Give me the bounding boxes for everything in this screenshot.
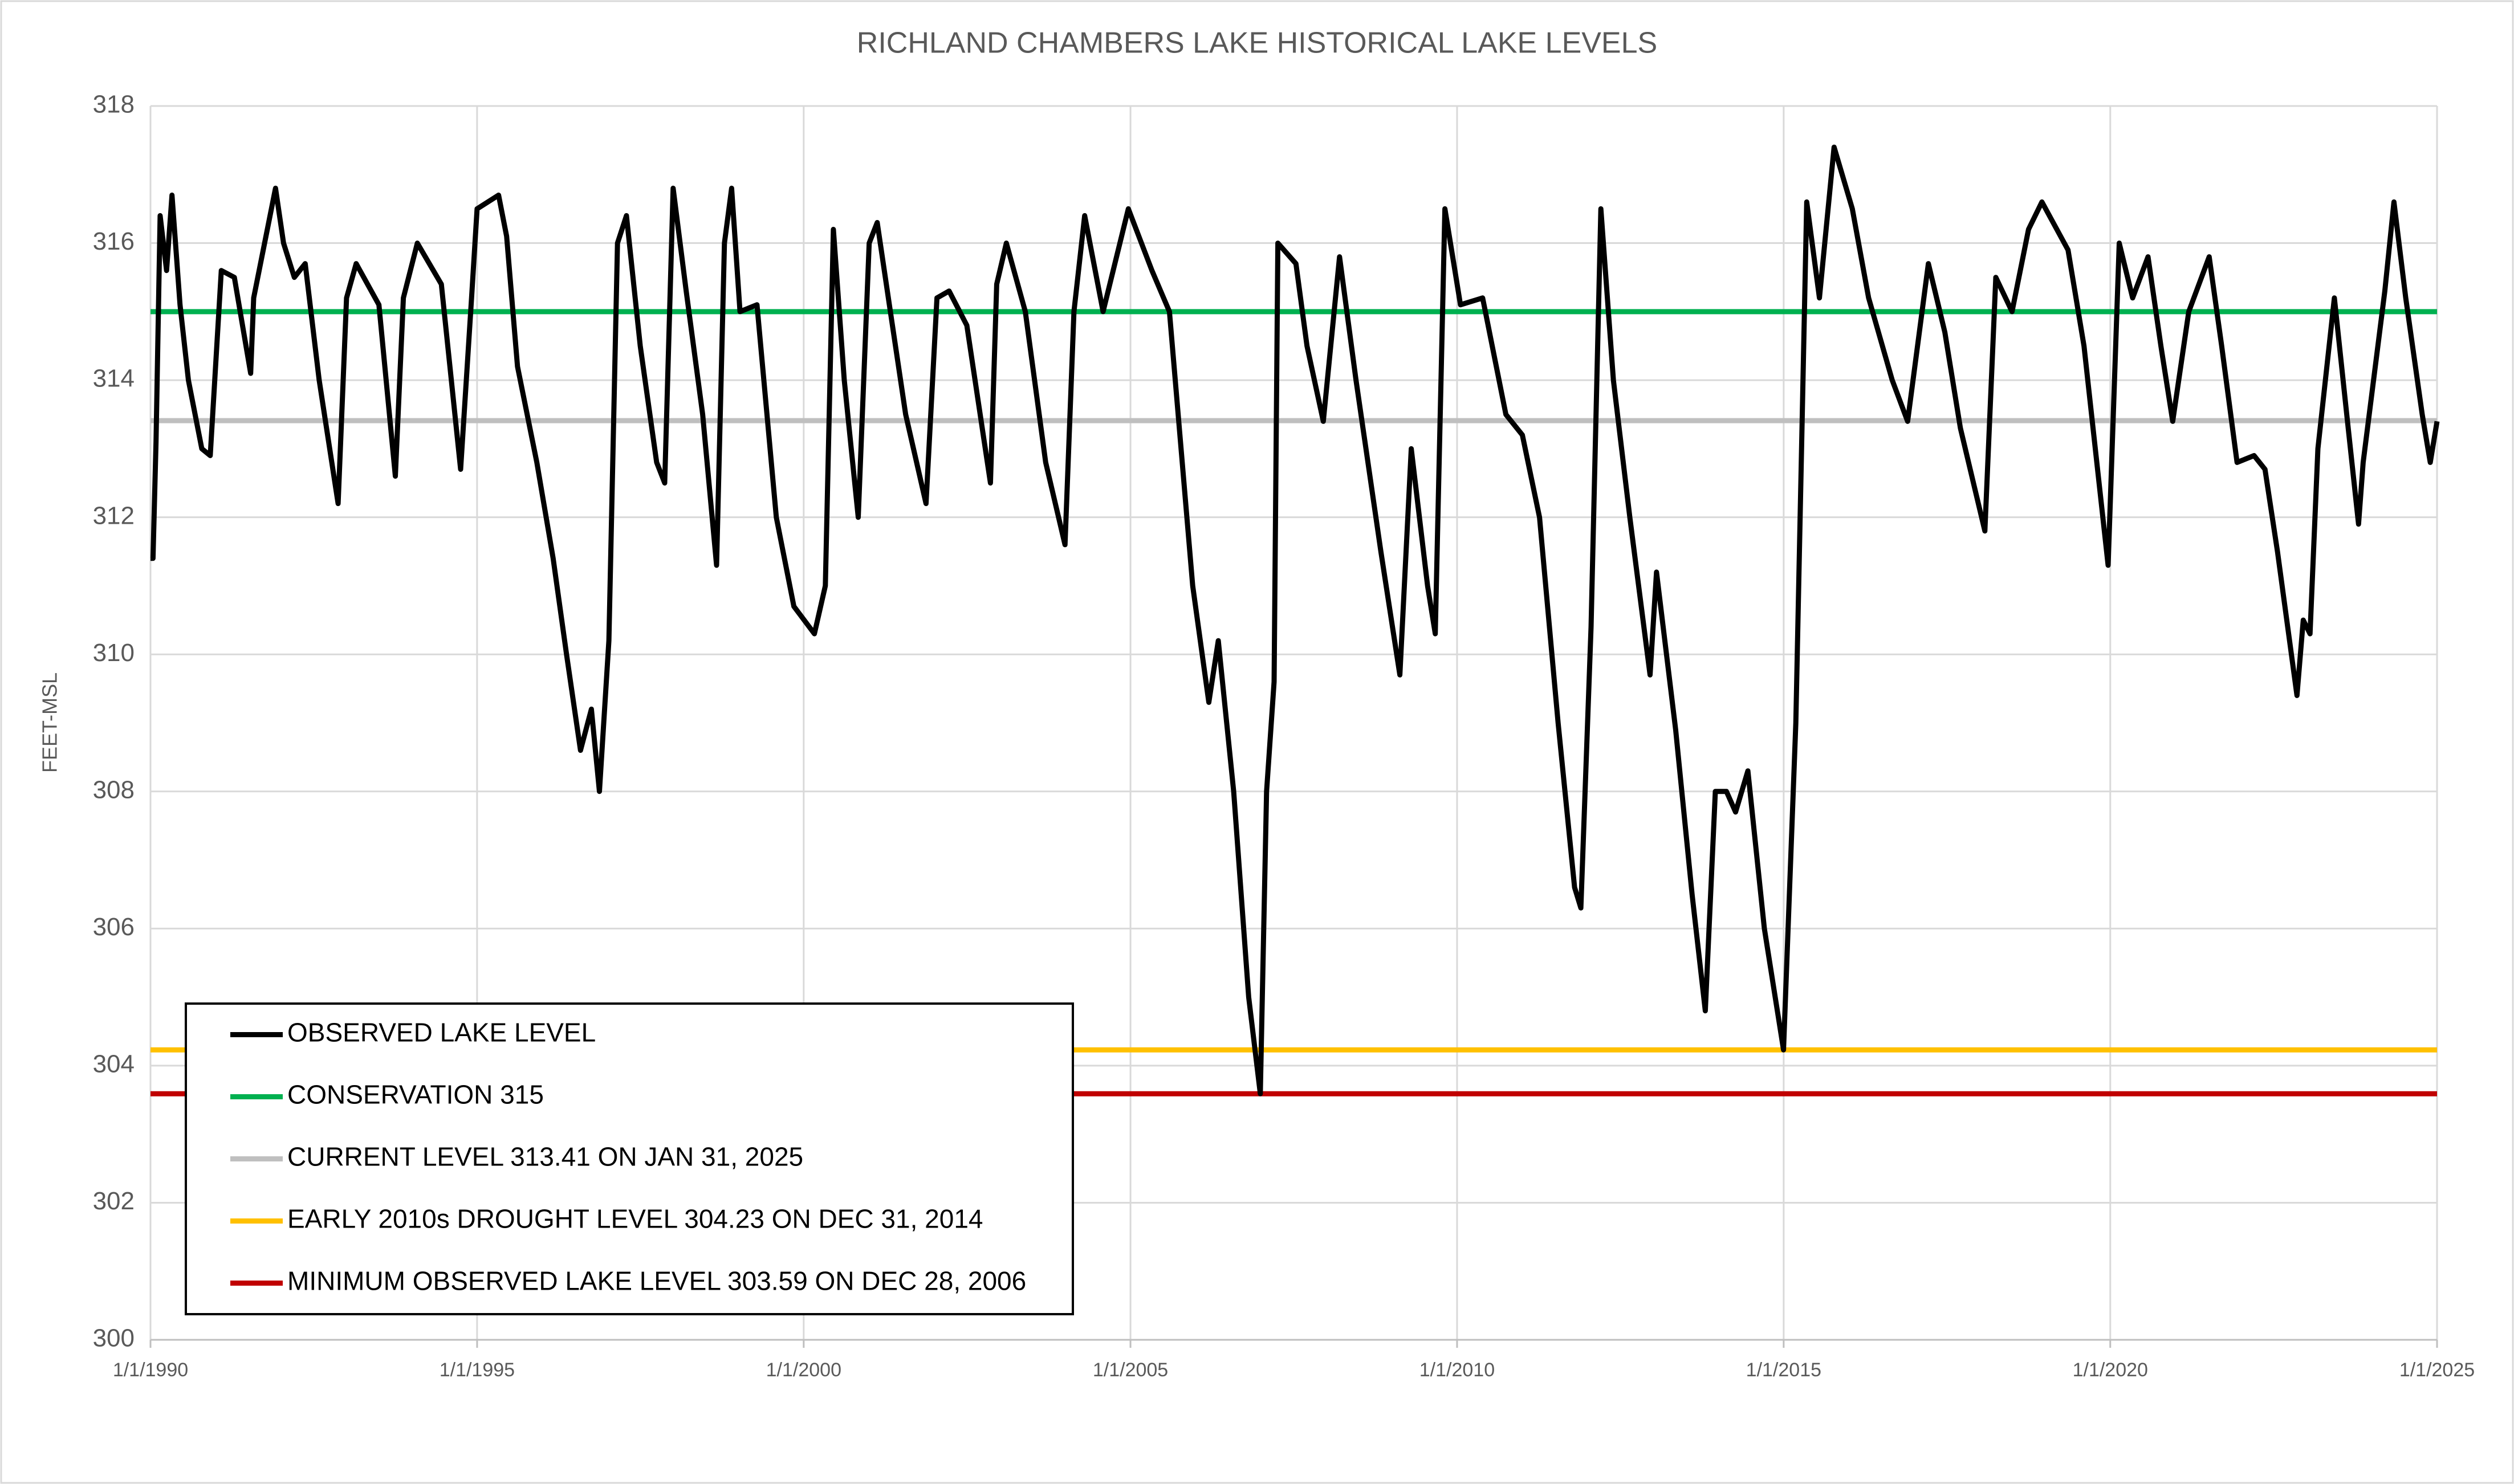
legend: OBSERVED LAKE LEVEL CONSERVATION 315 CURRE… bbox=[185, 1002, 1074, 1315]
x-tick-label: 1/1/2025 bbox=[2399, 1359, 2475, 1381]
legend-label: MINIMUM OBSERVED LAKE LEVEL 303.59 ON DE… bbox=[287, 1266, 1026, 1296]
y-tick-label: 314 bbox=[93, 365, 135, 393]
y-tick-label: 316 bbox=[93, 227, 135, 255]
y-axis-label: FEET-MSL bbox=[38, 672, 62, 773]
y-tick-label: 300 bbox=[93, 1324, 135, 1352]
x-tick-label: 1/1/2005 bbox=[1093, 1359, 1168, 1381]
legend-label: OBSERVED LAKE LEVEL bbox=[287, 1018, 596, 1047]
data-line bbox=[150, 144, 2440, 1096]
chart-title: RICHLAND CHAMBERS LAKE HISTORICAL LAKE L… bbox=[857, 27, 1657, 60]
legend-label: EARLY 2010s DROUGHT LEVEL 304.23 ON DEC … bbox=[287, 1204, 983, 1234]
legend-box bbox=[185, 1002, 1074, 1315]
y-tick-label: 304 bbox=[93, 1050, 135, 1078]
y-tick-label: 308 bbox=[93, 776, 135, 804]
x-tick-label: 1/1/2010 bbox=[1419, 1359, 1495, 1381]
y-tick-label: 318 bbox=[93, 91, 135, 119]
y-tick-label: 312 bbox=[93, 502, 135, 529]
legend-label: CONSERVATION 315 bbox=[287, 1080, 544, 1110]
y-tick-label: 302 bbox=[93, 1187, 135, 1215]
series bbox=[150, 144, 2440, 1096]
x-tick-label: 1/1/2000 bbox=[766, 1359, 841, 1381]
y-tick-label: 310 bbox=[93, 639, 135, 667]
legend-label: CURRENT LEVEL 313.41 ON JAN 31, 2025 bbox=[287, 1142, 803, 1172]
x-tick-label: 1/1/1990 bbox=[113, 1359, 188, 1381]
x-tick-label: 1/1/2015 bbox=[1746, 1359, 1821, 1381]
x-tick-label: 1/1/1995 bbox=[440, 1359, 515, 1381]
x-tick-label: 1/1/2020 bbox=[2073, 1359, 2148, 1381]
y-tick-label: 306 bbox=[93, 913, 135, 941]
